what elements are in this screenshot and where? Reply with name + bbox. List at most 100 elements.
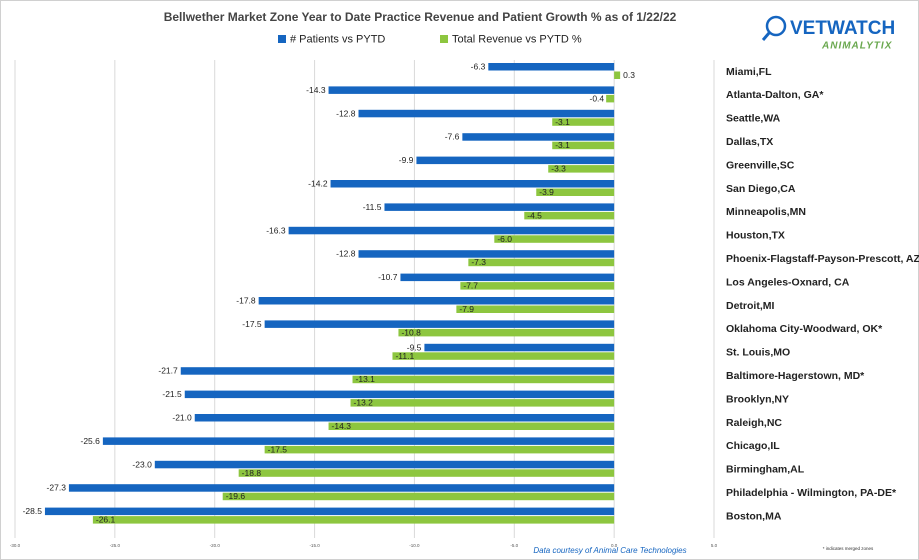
legend-swatch [278, 35, 286, 43]
bar [468, 258, 615, 267]
value-label: -21.7 [158, 366, 178, 376]
value-label: -10.7 [378, 272, 398, 282]
category-label: Baltimore-Hagerstown, MD* [726, 370, 865, 382]
value-label: -9.5 [407, 342, 422, 352]
value-label: -3.3 [551, 164, 566, 174]
value-label: -3.1 [555, 140, 570, 150]
value-label: -6.0 [497, 234, 512, 244]
logo-icon [765, 15, 787, 37]
bar [350, 399, 615, 407]
value-label: -12.8 [336, 249, 356, 259]
bar [416, 156, 615, 165]
value-label: -23.0 [132, 459, 152, 469]
bar [358, 250, 615, 258]
bar [184, 390, 615, 399]
bar [222, 492, 615, 501]
category-label: Minneapolis,MN [726, 206, 806, 218]
value-label: -17.8 [236, 296, 256, 306]
chart-title: Bellwether Market Zone Year to Date Prac… [164, 10, 677, 24]
legend-label: # Patients vs PYTD [290, 33, 385, 45]
category-label: Chicago,IL [726, 440, 780, 452]
bar [460, 282, 615, 290]
x-tick-label: -15.0 [309, 543, 320, 548]
bar [488, 63, 615, 71]
source: Data courtesy of Animal Care Technologie… [533, 546, 686, 555]
value-label: -14.3 [332, 421, 352, 431]
x-tick-label: -25.0 [110, 543, 121, 548]
category-label: St. Louis,MO [726, 347, 790, 359]
category-label: Raleigh,NC [726, 417, 782, 429]
bar [258, 297, 615, 305]
bar [552, 141, 615, 150]
category-label: Atlanta-Dalton, GA* [726, 89, 824, 101]
bar [92, 516, 615, 524]
category-label: Oklahoma City-Woodward, OK* [726, 323, 883, 335]
bar [288, 226, 615, 235]
bar [102, 437, 615, 445]
bar [424, 343, 615, 352]
value-label: -16.3 [266, 225, 286, 235]
value-label: -7.7 [463, 281, 478, 291]
x-tick-label: 0.0 [611, 543, 618, 548]
value-label: -14.3 [306, 85, 326, 95]
logo-tagline: ANIMALYTIX [821, 41, 893, 52]
value-label: 0.3 [623, 70, 635, 80]
value-label: -12.8 [336, 108, 356, 118]
value-label: -17.5 [268, 444, 288, 454]
value-label: -11.1 [395, 351, 414, 361]
category-label: San Diego,CA [726, 183, 796, 195]
bar [400, 273, 615, 282]
category-label: Brooklyn,NY [726, 393, 789, 405]
value-label: -4.5 [527, 210, 542, 220]
bar [536, 188, 615, 196]
category-label: Houston,TX [726, 230, 785, 242]
value-label: -27.3 [47, 483, 67, 493]
bar [358, 109, 615, 118]
bar [44, 507, 615, 516]
bar [548, 165, 615, 173]
category-label: Los Angeles-Oxnard, CA [726, 276, 850, 288]
value-label: -21.5 [162, 389, 182, 399]
logo-name: VETWATCH [790, 18, 895, 39]
bar [330, 180, 615, 188]
category-label: Boston,MA [726, 510, 782, 522]
bar [352, 375, 615, 384]
x-tick-label: -10.0 [409, 543, 420, 548]
bar [494, 235, 615, 243]
value-label: -7.9 [459, 304, 474, 314]
value-label: -13.1 [356, 374, 376, 384]
value-label: -25.6 [80, 436, 100, 446]
category-label: Phoenix-Flagstaff-Payson-Prescott, AZ [726, 253, 919, 265]
logo: VETWATCH ANIMALYTIX [761, 15, 895, 52]
bar [524, 211, 615, 220]
bar [462, 133, 615, 141]
bar [154, 460, 615, 469]
bar [238, 469, 615, 477]
value-label: -19.6 [226, 491, 246, 501]
x-tick-label: -5.0 [510, 543, 518, 548]
value-label: -6.3 [471, 62, 486, 72]
bar [194, 414, 615, 422]
category-label: Miami,FL [726, 66, 772, 78]
legend-swatch [440, 35, 448, 43]
value-label: -3.1 [555, 117, 570, 127]
bar [606, 94, 615, 103]
bar [456, 305, 615, 313]
bar [264, 445, 615, 454]
category-label: Greenville,SC [726, 159, 795, 171]
x-tick-label: 5.0 [711, 543, 718, 548]
category-label: Dallas,TX [726, 136, 773, 148]
value-label: -11.5 [363, 202, 382, 212]
value-label: -17.5 [242, 319, 262, 329]
x-tick-label: -30.0 [10, 543, 21, 548]
bar [392, 352, 615, 360]
value-label: -7.6 [445, 132, 460, 142]
value-label: -10.8 [401, 327, 421, 337]
x-tick-label: -20.0 [210, 543, 221, 548]
value-label: -21.0 [172, 413, 192, 423]
bar [384, 203, 615, 211]
bar [552, 118, 615, 126]
bar [328, 422, 615, 430]
bar [398, 328, 615, 337]
